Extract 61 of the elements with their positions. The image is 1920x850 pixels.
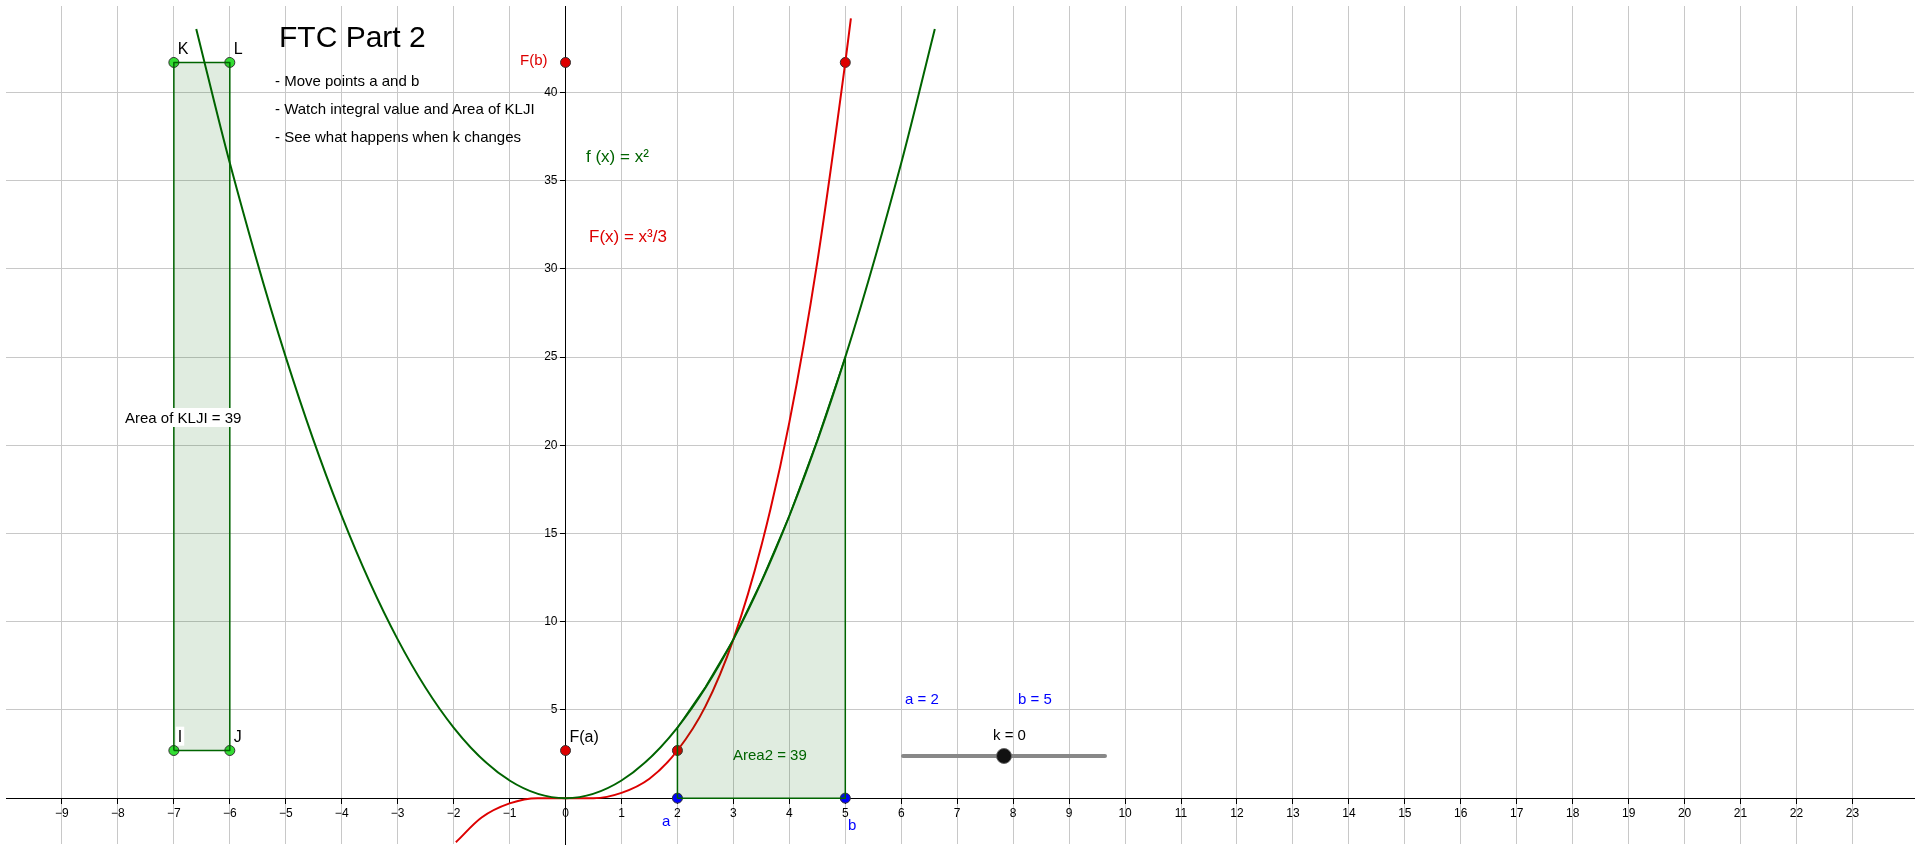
annotation: Area2 = 39 [733, 746, 807, 763]
x-tick-label: 19 [1621, 805, 1636, 820]
x-tick-label: 4 [786, 805, 793, 820]
y-tick-label: 25 [544, 349, 558, 364]
y-tick-label: 35 [544, 172, 558, 187]
y-tick-label: 10 [544, 614, 558, 629]
x-tick-label: 8 [1009, 805, 1017, 820]
y-tick-label: 40 [544, 84, 558, 99]
y-tick-label: 5 [550, 702, 558, 717]
annotation: F(b) [520, 51, 548, 68]
y-tick-label: 30 [544, 261, 558, 276]
x-tick-label: −1 [502, 805, 517, 820]
x-tick-label: −7 [167, 805, 182, 820]
x-tick-label: 2 [674, 805, 682, 820]
annotation: - Watch integral value and Area of KLJI [275, 100, 535, 117]
annotation: - Move points a and b [275, 72, 420, 89]
annotation: J [233, 727, 242, 745]
annotation: F(x) = x³/3 [589, 227, 667, 247]
x-tick-label: 1 [618, 805, 626, 820]
annotation: a = 2 [905, 690, 939, 707]
x-tick-label: 7 [953, 805, 961, 820]
x-tick-label: 11 [1174, 805, 1188, 820]
x-tick-label: 9 [1065, 805, 1073, 820]
x-tick-label: −2 [446, 805, 461, 820]
y-tick-label: 20 [544, 437, 558, 452]
x-tick-label: 17 [1510, 805, 1524, 820]
annotation: L [233, 39, 243, 57]
x-tick-label: 6 [897, 805, 905, 820]
x-tick-label: −5 [278, 805, 293, 820]
x-tick-label: 10 [1118, 805, 1133, 820]
x-tick-label: 5 [841, 805, 849, 820]
annotation: k = 0 [993, 726, 1026, 743]
x-tick-label: 15 [1398, 805, 1412, 820]
point [560, 56, 572, 68]
annotation: F(a) [569, 727, 599, 745]
x-tick-label: 23 [1845, 805, 1860, 820]
annotation: I [177, 727, 183, 745]
annotation: b [848, 816, 857, 833]
x-tick-label: 16 [1454, 805, 1468, 820]
x-tick-label: 3 [730, 805, 738, 820]
x-tick-label: −4 [334, 805, 349, 820]
x-tick-label: −9 [55, 805, 70, 820]
x-tick-label: 14 [1342, 805, 1356, 820]
x-tick-label: −3 [390, 805, 405, 820]
x-tick-label: 20 [1677, 805, 1692, 820]
x-tick-label: 12 [1230, 805, 1244, 820]
x-tick-label: −8 [111, 805, 126, 820]
annotation: f (x) = x² [586, 147, 649, 167]
x-tick-label: −6 [222, 805, 237, 820]
annotation: b = 5 [1018, 690, 1052, 707]
x-tick-label: 13 [1286, 805, 1300, 820]
x-tick-label: 21 [1733, 805, 1748, 820]
y-tick-label: 15 [544, 525, 558, 540]
point [560, 745, 572, 756]
text: FTC Part 2 [279, 20, 426, 54]
x-tick-label: 18 [1566, 805, 1580, 820]
annotation: K [177, 39, 189, 57]
x-tick-label: 22 [1789, 805, 1804, 820]
annotation: a [662, 812, 671, 829]
annotation: - See what happens when k changes [275, 128, 521, 145]
annotation: Area of KLJI = 39 [122, 408, 245, 427]
